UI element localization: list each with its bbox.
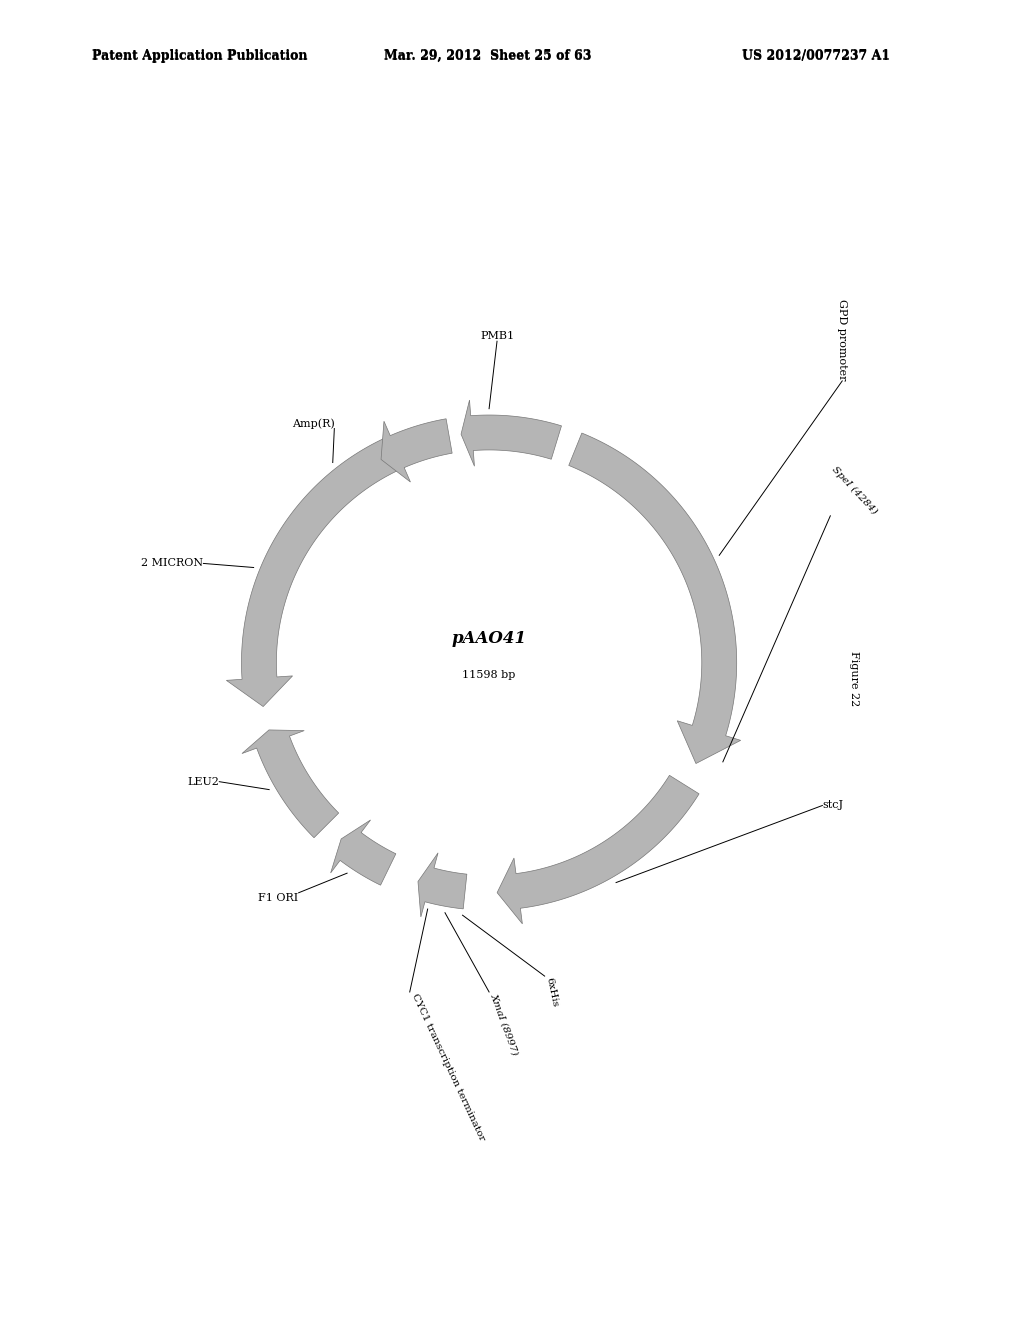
Text: CYC1 transcription terminator: CYC1 transcription terminator [410,991,486,1142]
Text: GPD promoter: GPD promoter [838,300,847,381]
Text: PMB1: PMB1 [480,331,514,342]
Text: XmaI (8997): XmaI (8997) [489,991,520,1056]
Circle shape [216,389,762,936]
Text: 6xHis: 6xHis [545,975,560,1007]
Text: Figure 22: Figure 22 [849,651,859,706]
Text: LEU2: LEU2 [187,776,219,787]
Text: US 2012/0077237 A1: US 2012/0077237 A1 [742,49,891,62]
Text: 2 MICRON: 2 MICRON [141,558,204,569]
Polygon shape [418,853,467,917]
Text: Mar. 29, 2012  Sheet 25 of 63: Mar. 29, 2012 Sheet 25 of 63 [384,50,592,63]
Text: Patent Application Publication: Patent Application Publication [92,50,307,63]
Text: F1 ORI: F1 ORI [258,892,299,903]
Polygon shape [568,433,740,763]
Polygon shape [497,775,699,924]
Polygon shape [226,438,399,706]
Text: 11598 bp: 11598 bp [463,669,516,680]
Polygon shape [461,400,561,466]
Text: Mar. 29, 2012  Sheet 25 of 63: Mar. 29, 2012 Sheet 25 of 63 [384,49,592,62]
Text: stcJ: stcJ [822,800,844,810]
Polygon shape [331,820,396,886]
Text: pAAO41: pAAO41 [452,631,526,647]
Polygon shape [242,730,339,838]
Text: Amp(R): Amp(R) [292,418,334,429]
Polygon shape [381,418,453,482]
Text: SpeI (4284): SpeI (4284) [830,465,880,516]
Text: US 2012/0077237 A1: US 2012/0077237 A1 [742,50,891,63]
Text: Patent Application Publication: Patent Application Publication [92,49,307,62]
